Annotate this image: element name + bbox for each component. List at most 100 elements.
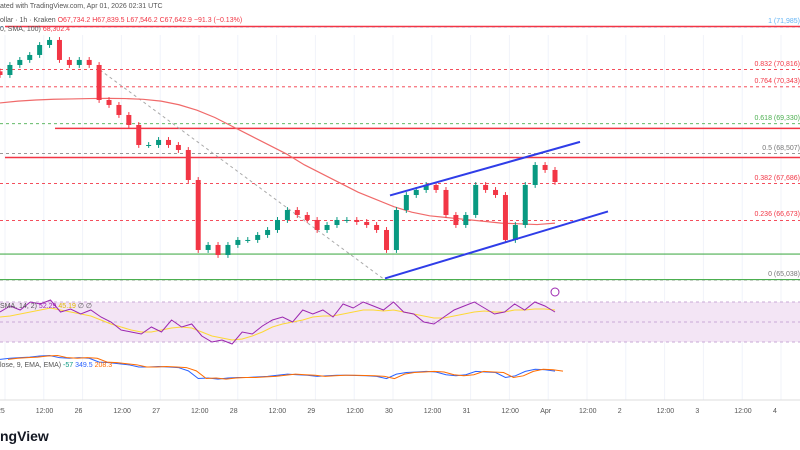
rsi-legend: SMA, 14, 2) 52.29 45.19 ∅ ∅ — [0, 302, 92, 310]
candle — [136, 124, 142, 145]
macd-hist-value: -57 — [63, 362, 74, 369]
tradingview-logo: ngView — [0, 428, 49, 444]
x-tick-label: 12:00 — [191, 408, 209, 415]
candle — [552, 169, 558, 182]
candle — [502, 194, 508, 240]
candle — [245, 239, 251, 241]
x-tick-label: 12:00 — [579, 408, 597, 415]
candle — [532, 164, 538, 185]
x-tick-label: 30 — [385, 408, 393, 415]
candle — [275, 219, 280, 230]
x-tick-label: 27 — [152, 408, 160, 415]
candle — [473, 184, 479, 215]
fib-level-label: 0.618 (69,330) — [754, 114, 800, 122]
candle — [393, 209, 399, 250]
rsi-label: SMA, 14, 2) — [0, 303, 37, 310]
x-tick-label: 3 — [695, 408, 700, 415]
candle — [156, 139, 162, 145]
candle — [7, 64, 13, 75]
ohlc-change: −91.3 (−0.13%) — [193, 17, 243, 24]
fib-level-label: 0.5 (68,507) — [762, 144, 800, 152]
alert-icon — [550, 287, 560, 297]
x-tick-label: 12:00 — [346, 408, 364, 415]
candle — [433, 184, 439, 190]
candle — [215, 244, 221, 255]
candle — [423, 184, 429, 190]
rsi-line — [0, 299, 556, 345]
candle — [354, 219, 360, 222]
x-tick-label: 28 — [229, 408, 238, 415]
x-tick-label: 12:00 — [113, 408, 131, 415]
candle — [265, 229, 271, 235]
published-text: ated with TradingView.com, Apr 01, 2026 … — [0, 3, 163, 10]
fib-level-label: 0.832 (70,816) — [754, 60, 800, 68]
x-tick-label: 12:00 — [268, 408, 287, 415]
candle — [17, 59, 23, 65]
candle — [324, 224, 330, 230]
sma-line — [0, 97, 556, 226]
candle — [47, 39, 53, 45]
x-tick-label: 4 — [773, 408, 777, 415]
rsi-ma-line — [0, 307, 556, 341]
candle — [413, 189, 419, 195]
x-tick-label: 12:00 — [501, 408, 519, 415]
candle — [175, 144, 181, 150]
candle — [86, 59, 92, 65]
candle — [225, 244, 231, 255]
candle — [304, 214, 310, 220]
rsi-value: 52.29 — [38, 303, 57, 310]
x-tick-label: 12:00 — [35, 408, 54, 415]
candle — [453, 214, 459, 225]
x-tick-label: 31 — [462, 408, 471, 415]
sma-label: 0, SMA, 100) — [0, 26, 41, 33]
macd-label: lose, 9, EMA, EMA) — [0, 362, 62, 369]
ohlc-close: C67,642.9 — [159, 17, 192, 24]
candle — [403, 194, 409, 210]
candle — [374, 224, 380, 230]
fib-level-label: 0 (65,038) — [768, 270, 800, 278]
sma-legend: 0, SMA, 100) 68,302.4 — [0, 26, 70, 33]
candle — [344, 219, 350, 221]
candle — [195, 179, 201, 250]
x-tick-label: 12:00 — [734, 408, 752, 415]
ohlc-open: O67,734.2 — [57, 17, 91, 24]
channel-lower-line — [384, 210, 609, 280]
candle — [284, 209, 290, 220]
rsi-extra: ∅ ∅ — [77, 303, 93, 310]
x-tick-label: 29 — [307, 408, 316, 415]
fib-level-label: 0.764 (70,343) — [754, 77, 800, 85]
candle — [185, 149, 191, 180]
candle — [165, 139, 171, 145]
fib-level-label: 1 (71,985) — [768, 18, 800, 25]
macd-legend: lose, 9, EMA, EMA) -57 349.5 208.3 — [0, 362, 112, 369]
macd-signal-value: 208.3 — [94, 362, 113, 369]
x-tick-label: 2 — [617, 408, 622, 415]
fib-level-label: 0.236 (66,673) — [754, 211, 800, 219]
candle — [542, 164, 548, 170]
macd-line — [0, 354, 556, 380]
x-tick-label: Apr — [540, 408, 552, 415]
candle — [76, 59, 82, 65]
candle — [96, 64, 102, 100]
channel-upper-line — [389, 140, 581, 197]
candle — [126, 114, 132, 125]
candle — [512, 224, 518, 240]
trend-line — [99, 69, 386, 281]
symbol-label: ollar · 1h · Kraken — [0, 17, 56, 24]
candle — [334, 219, 340, 225]
candle — [106, 99, 112, 105]
candle — [56, 39, 62, 60]
ohlc-high: H67,839.5 — [92, 17, 125, 24]
sma-value: 68,302.4 — [42, 26, 71, 33]
candle — [483, 184, 489, 190]
candle — [146, 144, 152, 146]
fib-level-label: 0.382 (67,686) — [754, 174, 800, 182]
candle — [27, 54, 33, 60]
x-tick-label: 12:00 — [423, 408, 442, 415]
symbol-info: ollar · 1h · Kraken O67,734.2 H67,839.5 … — [0, 17, 242, 24]
candle — [66, 59, 72, 65]
x-tick-label: 26 — [74, 408, 83, 415]
rsi-ma-value: 45.19 — [58, 303, 76, 310]
